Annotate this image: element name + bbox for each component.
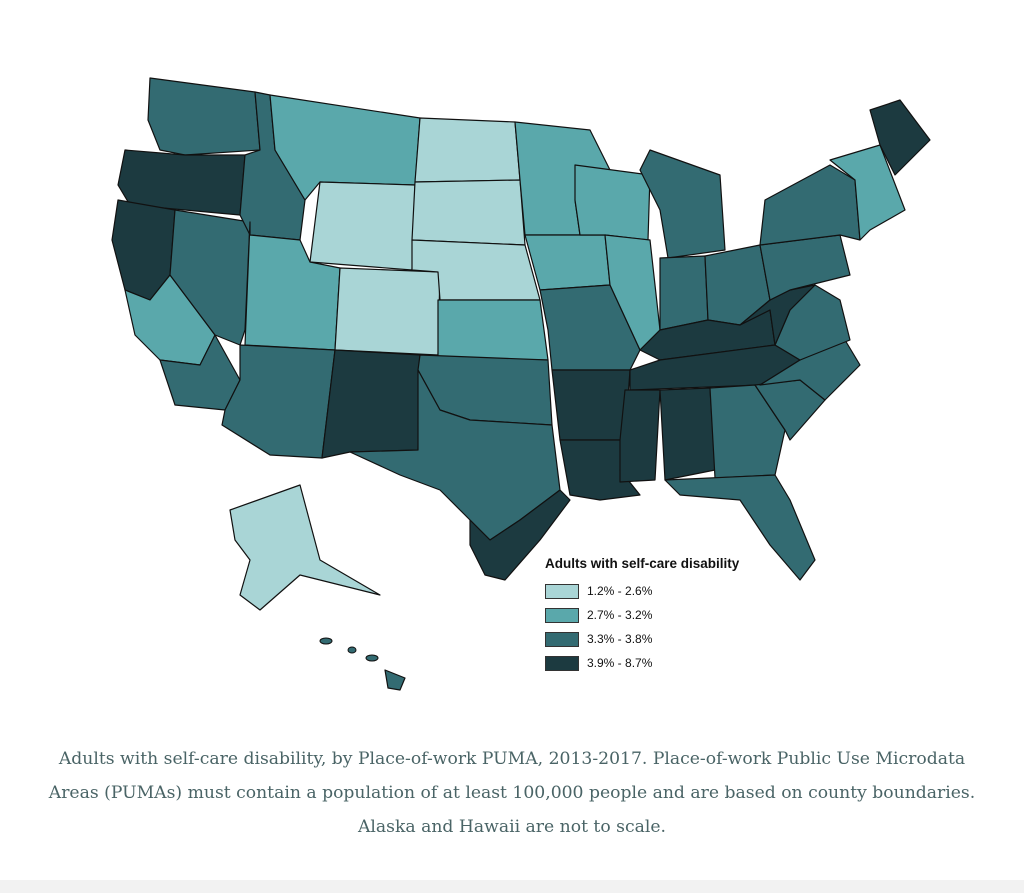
region-hawaii xyxy=(384,669,406,691)
figure-caption: Adults with self-care disability, by Pla… xyxy=(48,749,976,837)
legend-item: 3.9% - 8.7% xyxy=(545,653,795,673)
region-texas-gulf xyxy=(469,489,571,581)
region-florida xyxy=(664,474,816,581)
region-iowa xyxy=(524,234,611,291)
region-pacific-northwest xyxy=(147,77,261,156)
legend-label: 2.7% - 3.2% xyxy=(587,608,653,622)
legend-label: 1.2% - 2.6% xyxy=(587,584,653,598)
legend-label: 3.3% - 3.8% xyxy=(587,632,653,646)
region-colorado xyxy=(334,267,441,356)
legend-swatch xyxy=(545,607,579,623)
region-kansas xyxy=(437,299,549,361)
region-alaska xyxy=(229,484,381,611)
region-arizona xyxy=(221,344,336,459)
legend-item: 1.2% - 2.6% xyxy=(545,581,795,601)
region-wisconsin xyxy=(574,164,651,241)
legend-swatch xyxy=(545,631,579,647)
region-mississippi xyxy=(619,389,661,483)
region-michigan xyxy=(639,149,726,259)
legend-label: 3.9% - 8.7% xyxy=(587,656,653,670)
legend-title: Adults with self-care disability xyxy=(545,556,740,571)
legend-swatch xyxy=(545,583,579,599)
page-bottom-bar xyxy=(0,880,1024,893)
hawaii-islet xyxy=(365,654,379,662)
legend: Adults with self-care disability 1.2% - … xyxy=(545,556,795,677)
region-south-dakota xyxy=(411,179,526,246)
region-maine xyxy=(869,99,931,176)
region-arkansas xyxy=(551,369,631,441)
hawaii-islet xyxy=(319,637,333,645)
region-indiana xyxy=(659,255,709,331)
legend-item: 3.3% - 3.8% xyxy=(545,629,795,649)
region-alabama xyxy=(659,387,716,481)
region-georgia xyxy=(709,384,786,479)
region-new-mexico xyxy=(321,349,421,459)
region-north-dakota xyxy=(414,117,521,183)
legend-swatch xyxy=(545,655,579,671)
region-wyoming xyxy=(309,181,416,271)
region-new-york xyxy=(759,164,861,246)
hawaii-islet xyxy=(347,646,357,654)
legend-item: 2.7% - 3.2% xyxy=(545,605,795,625)
